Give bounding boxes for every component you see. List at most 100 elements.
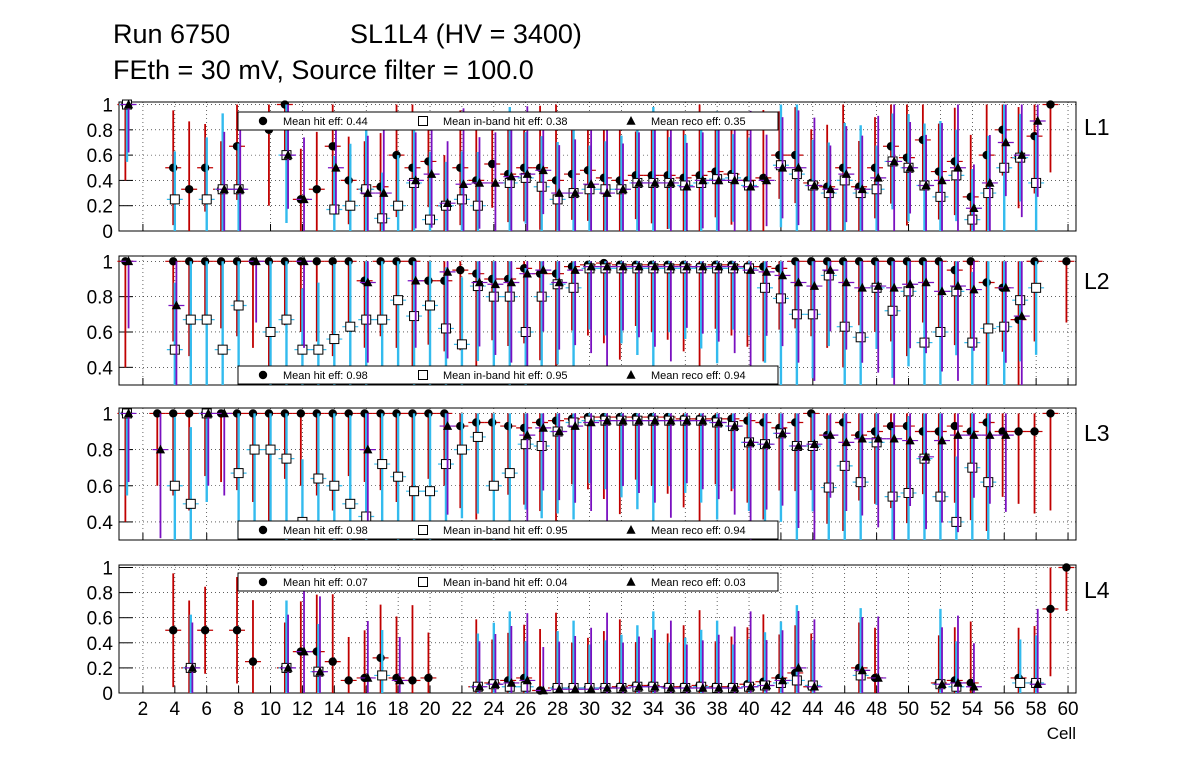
inband-eff-point [919, 337, 930, 348]
legend-marker [626, 577, 636, 586]
inband-eff-point [855, 477, 866, 488]
hit-eff-point [312, 185, 321, 194]
reco-eff-point [857, 665, 867, 675]
inband-eff-point [201, 194, 212, 205]
reco-eff-point [554, 684, 564, 694]
reco-eff-point [570, 684, 580, 694]
hit-eff-point [1014, 427, 1023, 436]
hit-eff-point [488, 418, 497, 427]
reco-eff-point [873, 672, 883, 682]
reco-eff-point [251, 256, 261, 266]
inband-eff-point [377, 213, 388, 224]
reco-eff-point [746, 181, 756, 191]
inband-eff-point [887, 305, 898, 316]
reco-eff-point [730, 175, 740, 185]
panel-l1: 0 0.2 0.4 0.6 0.8 1 L1 Mean hit eff: 0.44 Mean i… [87, 96, 1110, 243]
y-tick-label: 0.2 [87, 197, 113, 218]
reco-eff-point [538, 265, 548, 274]
inband-eff-point [393, 295, 404, 306]
inband-eff-point [1031, 177, 1042, 188]
reco-eff-point [825, 265, 835, 274]
hit-eff-point [264, 409, 274, 418]
hit-eff-point [296, 409, 306, 418]
hit-eff-point [264, 257, 274, 266]
x-tick-label: 26 [515, 699, 536, 720]
hit-eff-point [1062, 257, 1071, 266]
hit-eff-point [392, 150, 401, 160]
inband-eff-point [456, 194, 467, 205]
reco-eff-point [841, 277, 851, 287]
hit-eff-point [1062, 563, 1071, 572]
reco-eff-point [777, 428, 788, 438]
reco-eff-point [123, 99, 134, 109]
hit-eff-point [328, 257, 337, 266]
reco-eff-point [682, 181, 692, 191]
legend-label: Mean reco eff: 0.03 [651, 577, 746, 589]
reco-eff-point [857, 433, 867, 443]
reco-eff-point [793, 440, 804, 450]
reco-eff-point [985, 177, 995, 187]
y-tick-label: 1 [102, 252, 113, 273]
reco-eff-point [363, 444, 373, 454]
reco-eff-point [602, 261, 612, 271]
reco-eff-point [602, 188, 612, 197]
inband-eff-point [456, 444, 467, 455]
hit-eff-point [248, 409, 258, 418]
hit-eff-point [1046, 409, 1055, 418]
inband-eff-point [951, 170, 962, 181]
legend-label: Mean reco eff: 0.94 [651, 370, 746, 382]
hit-eff-point [424, 673, 433, 683]
inband-eff-point [520, 326, 531, 337]
reco-eff-point [714, 261, 724, 271]
inband-eff-point [1031, 282, 1042, 293]
reco-eff-point [650, 681, 660, 691]
reco-eff-point [889, 282, 899, 292]
legend-label: Mean in-band hit eff: 0.38 [443, 116, 568, 128]
y-tick-label: 0.6 [87, 609, 113, 630]
reco-eff-point [411, 275, 421, 285]
x-tick-label: 2 [138, 699, 149, 720]
inband-eff-point [169, 194, 180, 205]
inband-eff-point [377, 670, 388, 681]
panel-l3: 0.4 0.6 0.8 1 L3 Mean hit eff: 0.98 Mean in-ba… [87, 404, 1110, 541]
inband-eff-point [472, 200, 483, 211]
inband-eff-point [935, 191, 946, 202]
legend-marker [258, 525, 268, 535]
hit-eff-point [344, 257, 353, 266]
y-tick-label: 0 [102, 222, 113, 243]
run-title: Run 6750 [113, 19, 230, 49]
hit-eff-point [344, 409, 353, 418]
reco-eff-point [730, 421, 740, 430]
legend-marker [258, 370, 268, 380]
y-tick-label: 1 [102, 96, 113, 117]
reco-eff-point [809, 281, 820, 290]
hit-eff-point [344, 176, 353, 185]
x-tick-label: 18 [388, 699, 409, 720]
legend-marker [626, 370, 636, 379]
hit-eff-point [966, 257, 975, 266]
inband-eff-point [377, 314, 388, 325]
reco-eff-point [1001, 137, 1011, 147]
inband-eff-point [504, 468, 515, 479]
hit-eff-point [376, 653, 385, 663]
x-tick-label: 60 [1057, 699, 1078, 720]
reco-eff-point [682, 415, 692, 425]
hit-eff-point [503, 421, 513, 431]
legend-marker [418, 525, 428, 535]
legend-marker [626, 525, 636, 534]
inband-eff-point [967, 337, 978, 348]
reco-eff-point [666, 682, 676, 692]
inband-eff-point [999, 162, 1010, 173]
hit-eff-point [216, 257, 226, 266]
panel-label: L4 [1084, 577, 1110, 603]
hit-eff-point [248, 657, 258, 666]
y-tick-label: 0 [102, 684, 113, 705]
inband-eff-point [297, 344, 308, 355]
reco-eff-point [985, 430, 995, 439]
hit-eff-point [424, 409, 433, 418]
legend-label: Mean reco eff: 0.94 [651, 525, 746, 537]
legend-label: Mean in-band hit eff: 0.04 [443, 577, 568, 589]
inband-eff-point [472, 431, 483, 442]
x-tick-label: 42 [770, 699, 791, 720]
